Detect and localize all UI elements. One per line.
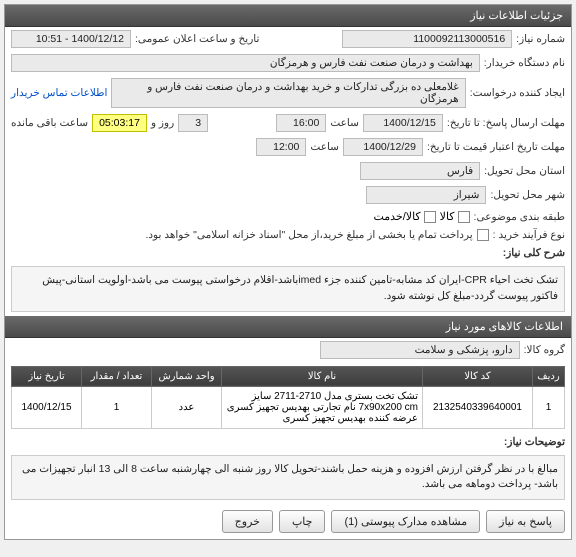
days-remaining: 3 — [178, 114, 208, 132]
exit-button[interactable]: خروج — [222, 510, 273, 533]
panel-title: جزئیات اطلاعات نیاز — [5, 5, 571, 27]
row-notes-label: توضیحات نیاز: — [5, 433, 571, 451]
need-no-label: شماره نیاز: — [516, 33, 565, 45]
goods-group-value: دارو، پزشکی و سلامت — [320, 341, 520, 359]
th-code: کد کالا — [423, 366, 533, 386]
buyer-agency-value: بهداشت و درمان صنعت نفت فارس و هرمزگان — [11, 54, 480, 72]
category-goods-label: کالا — [440, 210, 455, 223]
countdown-timer: 05:03:17 — [92, 114, 147, 132]
notes-label: توضیحات نیاز: — [504, 436, 565, 448]
row-need-number: شماره نیاز: 1100092113000516 تاریخ و ساع… — [5, 27, 571, 51]
reply-button[interactable]: پاسخ به نیاز — [486, 510, 565, 533]
validity-date: 1400/12/29 — [343, 138, 423, 156]
buy-process-text: پرداخت تمام یا بخشی از مبلغ خرید،از محل … — [11, 229, 473, 241]
city-label: شهر محل تحویل: — [490, 189, 565, 201]
cell-date: 1400/12/15 — [12, 386, 82, 428]
row-buy-process: نوع فرآیند خرید : پرداخت تمام یا بخشی از… — [5, 226, 571, 244]
cell-name: تشک تخت بستری مدل 2710-2711 سایز 7x90x20… — [222, 386, 423, 428]
request-creator-value: غلامعلی ده بزرگی تدارکات و خرید بهداشت و… — [111, 78, 465, 108]
checkbox-icon — [458, 211, 470, 223]
table-header-row: ردیف کد کالا نام کالا واحد شمارش تعداد /… — [12, 366, 565, 386]
th-idx: ردیف — [533, 366, 565, 386]
th-unit: واحد شمارش — [152, 366, 222, 386]
items-table: ردیف کد کالا نام کالا واحد شمارش تعداد /… — [11, 366, 565, 429]
row-buyer-agency: نام دستگاه خریدار: بهداشت و درمان صنعت ن… — [5, 51, 571, 75]
city-value: شیراز — [366, 186, 486, 204]
category-service-label: کالا/خدمت — [373, 210, 420, 223]
notes-text: مبالغ با در نظر گرفتن ارزش افزوده و هزین… — [11, 455, 565, 501]
row-deadline: مهلت ارسال پاسخ: تا تاریخ: 1400/12/15 سا… — [5, 111, 571, 135]
row-province: استان محل تحویل: فارس — [5, 159, 571, 183]
buy-process-label: نوع فرآیند خرید : — [493, 229, 565, 241]
category-service-checkbox[interactable]: کالا/خدمت — [373, 210, 435, 223]
cell-qty: 1 — [82, 386, 152, 428]
goods-group-label: گروه کالا: — [524, 344, 565, 356]
category-label: طبقه بندی موضوعی: — [474, 211, 565, 223]
row-category: طبقه بندی موضوعی: کالا کالا/خدمت — [5, 207, 571, 226]
cell-idx: 1 — [533, 386, 565, 428]
need-no-value: 1100092113000516 — [342, 30, 512, 48]
desc-text: تشک تخت احیاء CPR-ایران کد مشابه-تامین ک… — [11, 266, 565, 312]
button-row: پاسخ به نیاز مشاهده مدارک پیوستی (1) چاپ… — [5, 504, 571, 539]
row-request-creator: ایجاد کننده درخواست: غلامعلی ده بزرگی تد… — [5, 75, 571, 111]
attachments-button[interactable]: مشاهده مدارک پیوستی (1) — [331, 510, 480, 533]
buy-process-checkbox[interactable] — [477, 229, 489, 241]
row-validity: مهلت تاریخ اعتبار قیمت تا تاریخ: 1400/12… — [5, 135, 571, 159]
category-goods-checkbox[interactable]: کالا — [440, 210, 470, 223]
announce-value: 1400/12/12 - 10:51 — [11, 30, 131, 48]
days-label: روز و — [151, 117, 174, 129]
deadline-date: 1400/12/15 — [363, 114, 443, 132]
deadline-time-label: ساعت — [330, 117, 359, 129]
remaining-label: ساعت باقی مانده — [11, 117, 88, 129]
row-goods-group: گروه کالا: دارو، پزشکی و سلامت — [5, 338, 571, 362]
deadline-label: مهلت ارسال پاسخ: تا تاریخ: — [447, 117, 565, 129]
table-row[interactable]: 1 2132540339640001 تشک تخت بستری مدل 271… — [12, 386, 565, 428]
desc-label: شرح کلی نیاز: — [503, 247, 565, 259]
cell-unit: عدد — [152, 386, 222, 428]
row-city: شهر محل تحویل: شیراز — [5, 183, 571, 207]
row-desc-label: شرح کلی نیاز: — [5, 244, 571, 262]
validity-time: 12:00 — [256, 138, 306, 156]
th-date: تاریخ نیاز — [12, 366, 82, 386]
checkbox-icon — [477, 229, 489, 241]
print-button[interactable]: چاپ — [279, 510, 326, 533]
contact-buyer-link[interactable]: اطلاعات تماس خریدار — [11, 87, 107, 99]
province-label: استان محل تحویل: — [484, 165, 565, 177]
th-qty: تعداد / مقدار — [82, 366, 152, 386]
items-header: اطلاعات کالاهای مورد نیاز — [5, 316, 571, 338]
announce-label: تاریخ و ساعت اعلان عمومی: — [135, 33, 259, 45]
validity-time-label: ساعت — [310, 141, 339, 153]
buyer-agency-label: نام دستگاه خریدار: — [484, 57, 565, 69]
request-creator-label: ایجاد کننده درخواست: — [470, 87, 565, 99]
deadline-time: 16:00 — [276, 114, 326, 132]
validity-label: مهلت تاریخ اعتبار قیمت تا تاریخ: — [427, 141, 565, 153]
province-value: فارس — [360, 162, 480, 180]
need-details-panel: جزئیات اطلاعات نیاز شماره نیاز: 11000921… — [4, 4, 572, 540]
th-name: نام کالا — [222, 366, 423, 386]
cell-code: 2132540339640001 — [423, 386, 533, 428]
checkbox-icon — [424, 211, 436, 223]
